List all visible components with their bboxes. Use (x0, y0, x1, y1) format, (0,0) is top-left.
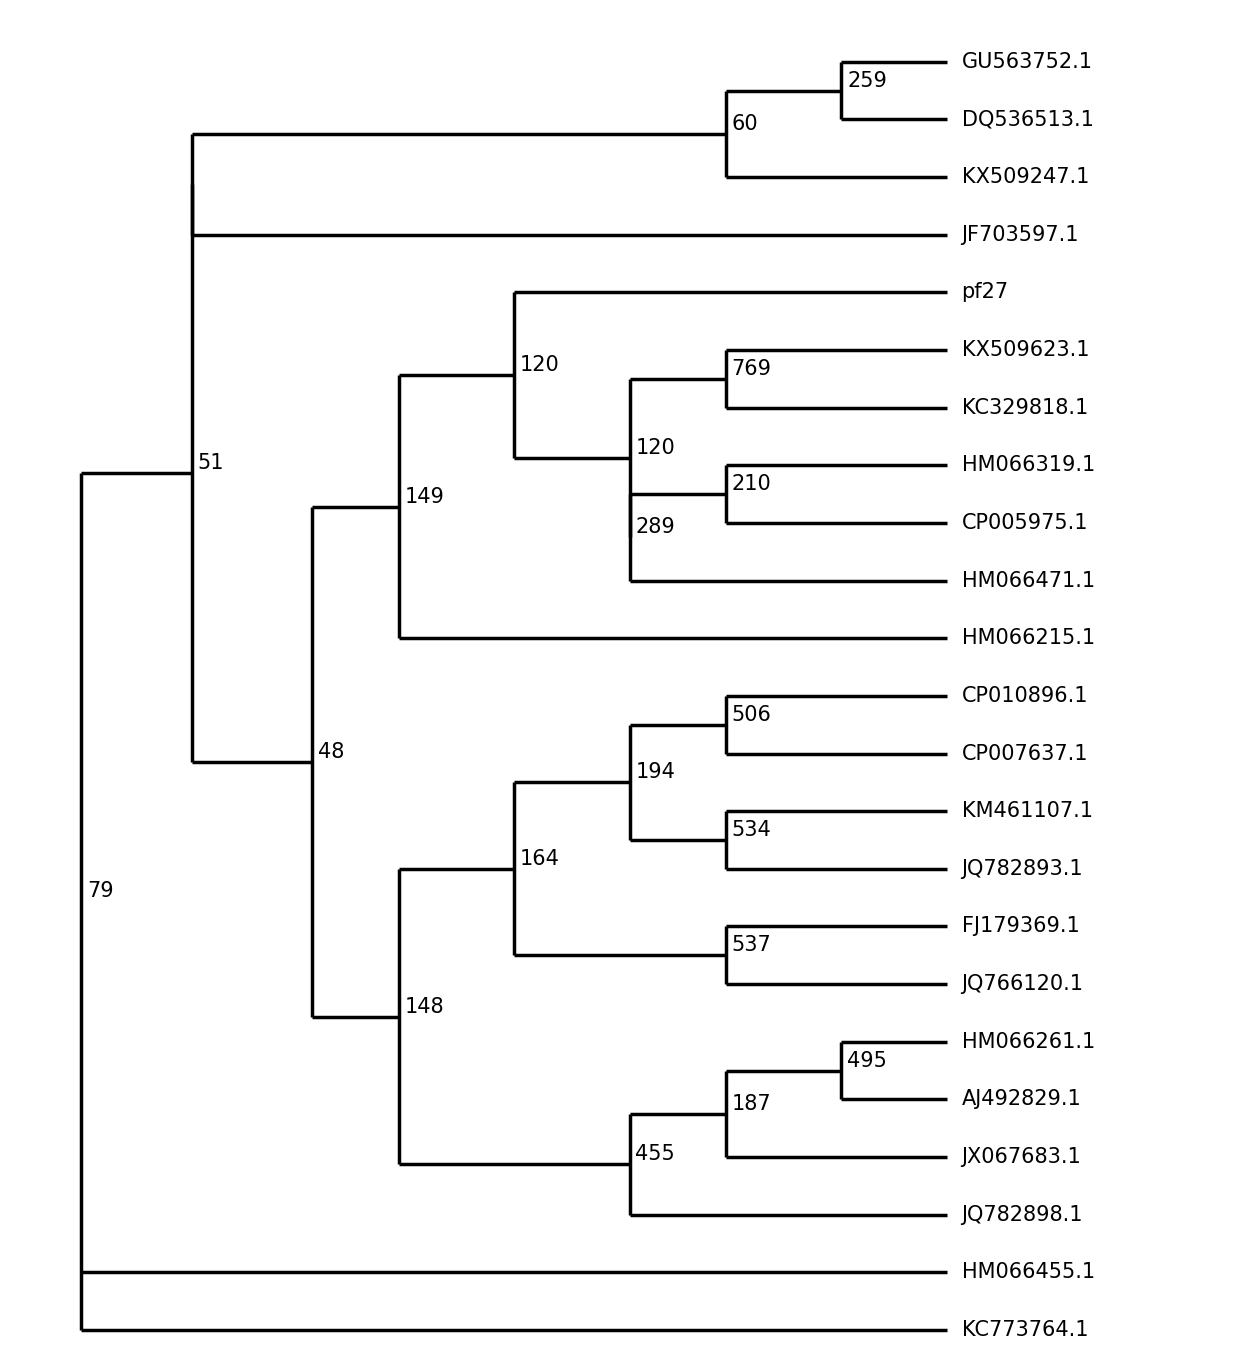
Text: KC773764.1: KC773764.1 (961, 1319, 1087, 1340)
Text: 48: 48 (317, 741, 345, 762)
Text: HM066261.1: HM066261.1 (961, 1032, 1095, 1052)
Text: 51: 51 (197, 453, 224, 473)
Text: HM066319.1: HM066319.1 (961, 455, 1095, 476)
Text: 194: 194 (635, 762, 676, 782)
Text: 534: 534 (732, 821, 771, 840)
Text: DQ536513.1: DQ536513.1 (961, 109, 1094, 129)
Text: 187: 187 (732, 1094, 771, 1114)
Text: 495: 495 (847, 1051, 887, 1070)
Text: 537: 537 (732, 935, 771, 955)
Text: AJ492829.1: AJ492829.1 (961, 1089, 1081, 1109)
Text: pf27: pf27 (961, 282, 1008, 303)
Text: JQ782898.1: JQ782898.1 (961, 1205, 1083, 1225)
Text: GU563752.1: GU563752.1 (961, 52, 1092, 72)
Text: KM461107.1: KM461107.1 (961, 801, 1092, 821)
Text: KX509623.1: KX509623.1 (961, 339, 1089, 360)
Text: KC329818.1: KC329818.1 (961, 398, 1087, 417)
Text: FJ179369.1: FJ179369.1 (961, 916, 1079, 936)
Text: 289: 289 (635, 518, 675, 537)
Text: HM066471.1: HM066471.1 (961, 571, 1095, 590)
Text: 164: 164 (520, 849, 559, 868)
Text: HM066455.1: HM066455.1 (961, 1262, 1095, 1283)
Text: JX067683.1: JX067683.1 (961, 1148, 1081, 1167)
Text: 60: 60 (732, 114, 758, 134)
Text: 149: 149 (404, 487, 444, 507)
Text: CP007637.1: CP007637.1 (961, 744, 1087, 763)
Text: JQ766120.1: JQ766120.1 (961, 975, 1084, 994)
Text: KX509247.1: KX509247.1 (961, 168, 1089, 187)
Text: 148: 148 (404, 996, 444, 1017)
Text: 259: 259 (847, 71, 887, 90)
Text: 79: 79 (87, 882, 114, 901)
Text: HM066215.1: HM066215.1 (961, 628, 1095, 649)
Text: CP010896.1: CP010896.1 (961, 686, 1087, 706)
Text: 769: 769 (732, 358, 771, 379)
Text: JF703597.1: JF703597.1 (961, 225, 1079, 245)
Text: CP005975.1: CP005975.1 (961, 512, 1087, 533)
Text: 455: 455 (635, 1145, 675, 1164)
Text: 210: 210 (732, 474, 771, 495)
Text: 120: 120 (635, 438, 675, 458)
Text: 506: 506 (732, 705, 771, 725)
Text: 120: 120 (520, 356, 559, 375)
Text: JQ782893.1: JQ782893.1 (961, 859, 1084, 879)
